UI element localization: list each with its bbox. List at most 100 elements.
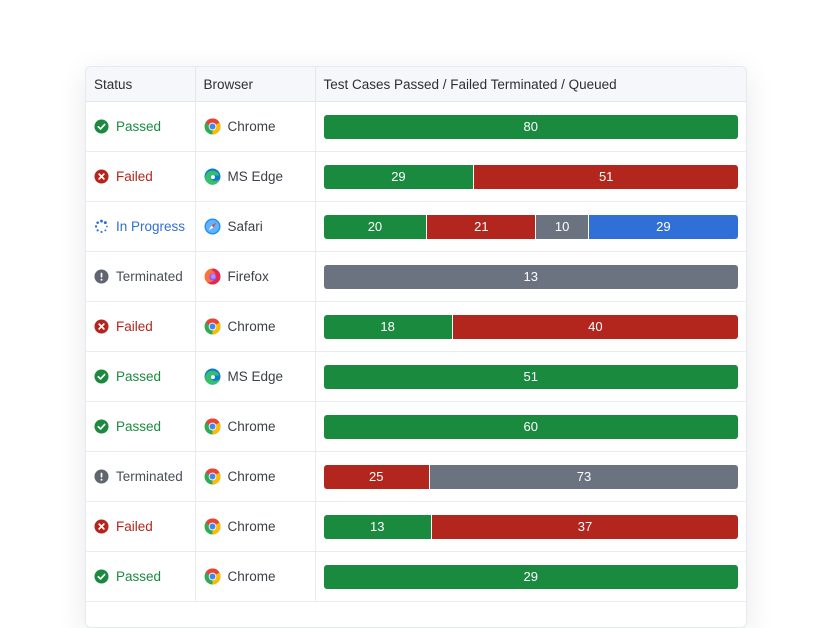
browser-cell: Safari bbox=[195, 201, 316, 252]
test-cases-cell: 29 51 bbox=[315, 151, 746, 202]
test-cases-cell: 13 37 bbox=[315, 501, 746, 552]
chrome-icon bbox=[204, 468, 221, 485]
status-cell: Failed bbox=[86, 501, 196, 552]
test-cases-cell: 13 bbox=[315, 251, 746, 302]
bar-segment-terminated: 73 bbox=[428, 464, 738, 489]
browser-label: Chrome bbox=[227, 419, 276, 434]
test-results-table-card: Status Browser Test Cases Passed / Faile… bbox=[85, 66, 747, 628]
test-cases-stacked-bar[interactable]: 18 40 bbox=[323, 314, 738, 339]
spinner-icon bbox=[94, 219, 109, 234]
test-cases-stacked-bar[interactable]: 20 21 10 29 bbox=[323, 214, 738, 239]
status-label: Terminated bbox=[116, 269, 183, 284]
chrome-icon bbox=[204, 518, 221, 535]
bar-segment-passed: 20 bbox=[323, 214, 427, 239]
table-row[interactable]: Passed Chrome 80 bbox=[86, 101, 746, 152]
status-label: In Progress bbox=[116, 219, 186, 234]
test-cases-stacked-bar[interactable]: 51 bbox=[323, 364, 738, 389]
test-cases-stacked-bar[interactable]: 60 bbox=[323, 414, 738, 439]
chrome-icon bbox=[204, 118, 221, 135]
check-circle-icon bbox=[94, 119, 109, 134]
browser-label: Chrome bbox=[227, 519, 276, 534]
bar-segment-passed: 29 bbox=[323, 564, 738, 589]
x-circle-icon bbox=[94, 319, 109, 334]
browser-cell: MS Edge bbox=[195, 351, 316, 402]
bar-segment-passed: 18 bbox=[323, 314, 452, 339]
status-label: Passed bbox=[116, 119, 162, 134]
test-cases-stacked-bar[interactable]: 13 bbox=[323, 264, 738, 289]
chrome-icon bbox=[204, 418, 221, 435]
test-cases-cell: 18 40 bbox=[315, 301, 746, 352]
table-row[interactable]: Terminated Firefox 13 bbox=[86, 251, 746, 302]
status-cell: Passed bbox=[86, 351, 196, 402]
edge-icon bbox=[204, 368, 221, 385]
test-cases-cell: 51 bbox=[315, 351, 746, 402]
browser-label: Chrome bbox=[227, 319, 276, 334]
bar-segment-failed: 51 bbox=[473, 164, 738, 189]
table-header-row: Status Browser Test Cases Passed / Faile… bbox=[86, 67, 746, 102]
browser-cell: Chrome bbox=[195, 301, 316, 352]
status-cell: Terminated bbox=[86, 251, 196, 302]
alert-circle-icon bbox=[94, 469, 109, 484]
bar-segment-passed: 13 bbox=[323, 514, 432, 539]
test-results-table: Status Browser Test Cases Passed / Faile… bbox=[86, 67, 746, 602]
table-row[interactable]: Passed MS Edge 51 bbox=[86, 351, 746, 402]
status-cell: Failed bbox=[86, 301, 196, 352]
browser-cell: MS Edge bbox=[195, 151, 316, 202]
status-cell: Terminated bbox=[86, 451, 196, 502]
check-circle-icon bbox=[94, 369, 109, 384]
status-label: Passed bbox=[116, 569, 162, 584]
table-row[interactable]: Passed Chrome 60 bbox=[86, 401, 746, 452]
edge-icon bbox=[204, 168, 221, 185]
column-header-status[interactable]: Status bbox=[86, 67, 196, 102]
test-cases-stacked-bar[interactable]: 80 bbox=[323, 114, 738, 139]
bar-segment-passed: 80 bbox=[323, 114, 738, 139]
firefox-icon bbox=[204, 268, 221, 285]
status-label: Failed bbox=[116, 169, 153, 184]
table-row[interactable]: Failed Chrome 13 37 bbox=[86, 501, 746, 552]
browser-label: MS Edge bbox=[227, 169, 284, 184]
table-row[interactable]: Passed Chrome 29 bbox=[86, 551, 746, 602]
test-cases-stacked-bar[interactable]: 29 51 bbox=[323, 164, 738, 189]
bar-segment-queued: 29 bbox=[587, 214, 738, 239]
status-label: Terminated bbox=[116, 469, 183, 484]
test-cases-stacked-bar[interactable]: 13 37 bbox=[323, 514, 738, 539]
table-row[interactable]: Terminated Chrome 25 73 bbox=[86, 451, 746, 502]
safari-icon bbox=[204, 218, 221, 235]
table-row[interactable]: Failed MS Edge 29 51 bbox=[86, 151, 746, 202]
status-cell: Passed bbox=[86, 101, 196, 152]
chrome-icon bbox=[204, 318, 221, 335]
chrome-icon bbox=[204, 568, 221, 585]
test-cases-cell: 25 73 bbox=[315, 451, 746, 502]
x-circle-icon bbox=[94, 519, 109, 534]
column-header-browser[interactable]: Browser bbox=[195, 67, 316, 102]
bar-segment-passed: 60 bbox=[323, 414, 738, 439]
bar-segment-terminated: 10 bbox=[535, 214, 588, 239]
browser-cell: Chrome bbox=[195, 451, 316, 502]
bar-segment-failed: 37 bbox=[431, 514, 738, 539]
test-cases-stacked-bar[interactable]: 25 73 bbox=[323, 464, 738, 489]
status-label: Passed bbox=[116, 419, 162, 434]
browser-label: Firefox bbox=[227, 269, 269, 284]
browser-label: Chrome bbox=[227, 569, 276, 584]
bar-segment-failed: 25 bbox=[323, 464, 429, 489]
status-label: Passed bbox=[116, 369, 162, 384]
check-circle-icon bbox=[94, 569, 109, 584]
status-cell: Passed bbox=[86, 401, 196, 452]
browser-label: MS Edge bbox=[227, 369, 284, 384]
table-row[interactable]: In Progress Safari 20 21 10 29 bbox=[86, 201, 746, 252]
bar-segment-terminated: 13 bbox=[323, 264, 738, 289]
browser-label: Safari bbox=[227, 219, 263, 234]
test-cases-cell: 29 bbox=[315, 551, 746, 602]
test-cases-cell: 20 21 10 29 bbox=[315, 201, 746, 252]
status-cell: In Progress bbox=[86, 201, 196, 252]
status-cell: Failed bbox=[86, 151, 196, 202]
bar-segment-failed: 40 bbox=[451, 314, 738, 339]
browser-cell: Chrome bbox=[195, 101, 316, 152]
browser-cell: Chrome bbox=[195, 401, 316, 452]
table-row[interactable]: Failed Chrome 18 40 bbox=[86, 301, 746, 352]
column-header-test-cases[interactable]: Test Cases Passed / Failed Terminated / … bbox=[315, 67, 746, 102]
test-cases-stacked-bar[interactable]: 29 bbox=[323, 564, 738, 589]
browser-cell: Chrome bbox=[195, 551, 316, 602]
status-label: Failed bbox=[116, 319, 153, 334]
browser-label: Chrome bbox=[227, 119, 276, 134]
